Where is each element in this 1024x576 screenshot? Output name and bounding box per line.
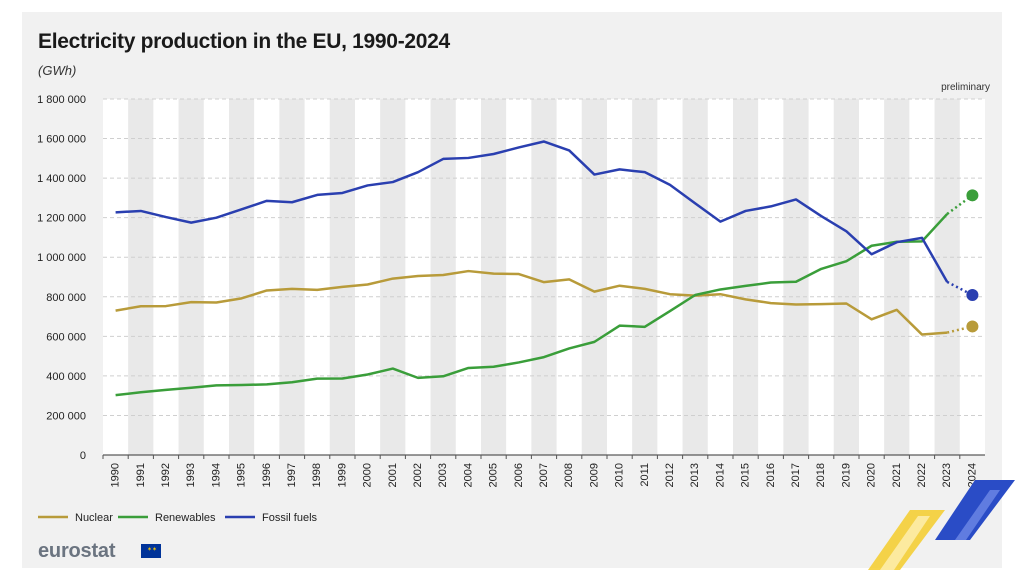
series-preliminary-point bbox=[966, 288, 979, 301]
grid-band bbox=[581, 99, 607, 455]
series-preliminary-point bbox=[966, 189, 979, 202]
grid-band bbox=[682, 99, 708, 455]
x-tick-label: 2002 bbox=[412, 463, 424, 487]
x-tick-label: 2009 bbox=[588, 463, 600, 487]
grid-band bbox=[808, 99, 834, 455]
series-line-renewables bbox=[115, 213, 949, 397]
x-tick-label: 2012 bbox=[664, 463, 676, 487]
grid-band bbox=[657, 99, 683, 455]
grid-band bbox=[758, 99, 784, 455]
grid-band bbox=[531, 99, 557, 455]
grid-band bbox=[279, 99, 305, 455]
y-tick-label: 600 000 bbox=[46, 331, 86, 343]
x-tick-label: 2017 bbox=[790, 463, 802, 487]
y-tick-label: 1 800 000 bbox=[37, 94, 86, 106]
grid-band bbox=[355, 99, 381, 455]
grid-band bbox=[203, 99, 229, 455]
x-tick-label: 1991 bbox=[135, 463, 147, 487]
eu-flag-icon: ✶✶ bbox=[141, 544, 161, 558]
x-tick-label: 2010 bbox=[614, 463, 626, 487]
grid-band bbox=[632, 99, 658, 455]
y-tick-label: 0 bbox=[80, 450, 86, 462]
x-tick-label: 2014 bbox=[714, 463, 726, 487]
x-tick-label: 1997 bbox=[286, 463, 298, 487]
x-tick-label: 2015 bbox=[740, 463, 752, 487]
grid-band bbox=[153, 99, 179, 455]
grid-band bbox=[103, 99, 129, 455]
grid-band bbox=[229, 99, 255, 455]
grid-band bbox=[707, 99, 733, 455]
grid-band bbox=[178, 99, 204, 455]
legend-label: Fossil fuels bbox=[262, 512, 318, 524]
grid-bands bbox=[103, 99, 985, 455]
x-tick-label: 2007 bbox=[538, 463, 550, 487]
x-tick-label: 2022 bbox=[916, 463, 928, 487]
grid-band bbox=[909, 99, 935, 455]
x-tick-label: 1999 bbox=[336, 463, 348, 487]
x-tick-label: 2020 bbox=[866, 463, 878, 487]
x-tick-label: 2011 bbox=[639, 463, 651, 487]
y-tick-label: 1 400 000 bbox=[37, 173, 86, 185]
x-tick-label: 1992 bbox=[160, 463, 172, 487]
x-tick-label: 2023 bbox=[941, 463, 953, 487]
grid-band bbox=[859, 99, 885, 455]
grid-band bbox=[304, 99, 330, 455]
x-tick-label: 2008 bbox=[563, 463, 575, 487]
x-tick-label: 2018 bbox=[815, 463, 827, 487]
series-line-nuclear bbox=[115, 269, 948, 336]
grid-band bbox=[455, 99, 481, 455]
grid-band bbox=[733, 99, 759, 455]
x-tick-label: 2019 bbox=[840, 463, 852, 487]
grid-band bbox=[833, 99, 859, 455]
grid-band bbox=[254, 99, 280, 455]
x-tick-label: 1994 bbox=[210, 463, 222, 487]
y-tick-label: 200 000 bbox=[46, 410, 86, 422]
x-tick-label: 2005 bbox=[488, 463, 500, 487]
grid-band bbox=[884, 99, 910, 455]
x-tick-label: 2001 bbox=[387, 463, 399, 487]
grid-band bbox=[607, 99, 633, 455]
y-axis: 0 200 000 400 000 600 000 800 000 1 000 000 1 … bbox=[37, 94, 985, 462]
x-tick-label: 2000 bbox=[362, 463, 374, 487]
x-tick-label: 2003 bbox=[437, 463, 449, 487]
grid-band bbox=[128, 99, 154, 455]
y-tick-label: 1 600 000 bbox=[37, 134, 86, 146]
decorative-ribbon-icon bbox=[868, 480, 1015, 570]
x-tick-label: 2016 bbox=[765, 463, 777, 487]
chart-title: Electricity production in the EU, 1990-2… bbox=[38, 30, 450, 53]
preliminary-annotation: preliminary bbox=[941, 82, 990, 93]
series-line-fossil-fuels bbox=[115, 140, 949, 283]
x-tick-label: 1995 bbox=[236, 463, 248, 487]
y-tick-label: 1 200 000 bbox=[37, 213, 86, 225]
legend-label: Nuclear bbox=[75, 512, 113, 524]
x-tick-label: 2021 bbox=[891, 463, 903, 487]
legend: Nuclear Renewables Fossil fuels bbox=[38, 512, 318, 524]
series-lines bbox=[115, 140, 979, 397]
y-tick-label: 800 000 bbox=[46, 292, 86, 304]
grid-band bbox=[556, 99, 582, 455]
x-tick-label: 2006 bbox=[513, 463, 525, 487]
unit-label: (GWh) bbox=[38, 63, 77, 78]
grid-band bbox=[329, 99, 355, 455]
x-tick-label: 1996 bbox=[261, 463, 273, 487]
grid-band bbox=[959, 99, 985, 455]
series-preliminary-point bbox=[966, 320, 979, 333]
x-tick-label: 2004 bbox=[462, 463, 474, 487]
y-tick-label: 400 000 bbox=[46, 371, 86, 383]
x-tick-label: 1990 bbox=[110, 463, 122, 487]
legend-label: Renewables bbox=[155, 512, 216, 524]
x-tick-label: 2013 bbox=[689, 463, 701, 487]
grid-band bbox=[430, 99, 456, 455]
y-tick-label: 1 000 000 bbox=[37, 252, 86, 264]
grid-band bbox=[934, 99, 960, 455]
x-tick-label: 1998 bbox=[311, 463, 323, 487]
eurostat-logo: eurostat bbox=[38, 540, 116, 562]
x-tick-label: 1993 bbox=[185, 463, 197, 487]
x-axis: 1990 1991 1992 1993 1994 1995 1996 1997 1998 1999… bbox=[102, 455, 978, 487]
grid-band bbox=[481, 99, 507, 455]
